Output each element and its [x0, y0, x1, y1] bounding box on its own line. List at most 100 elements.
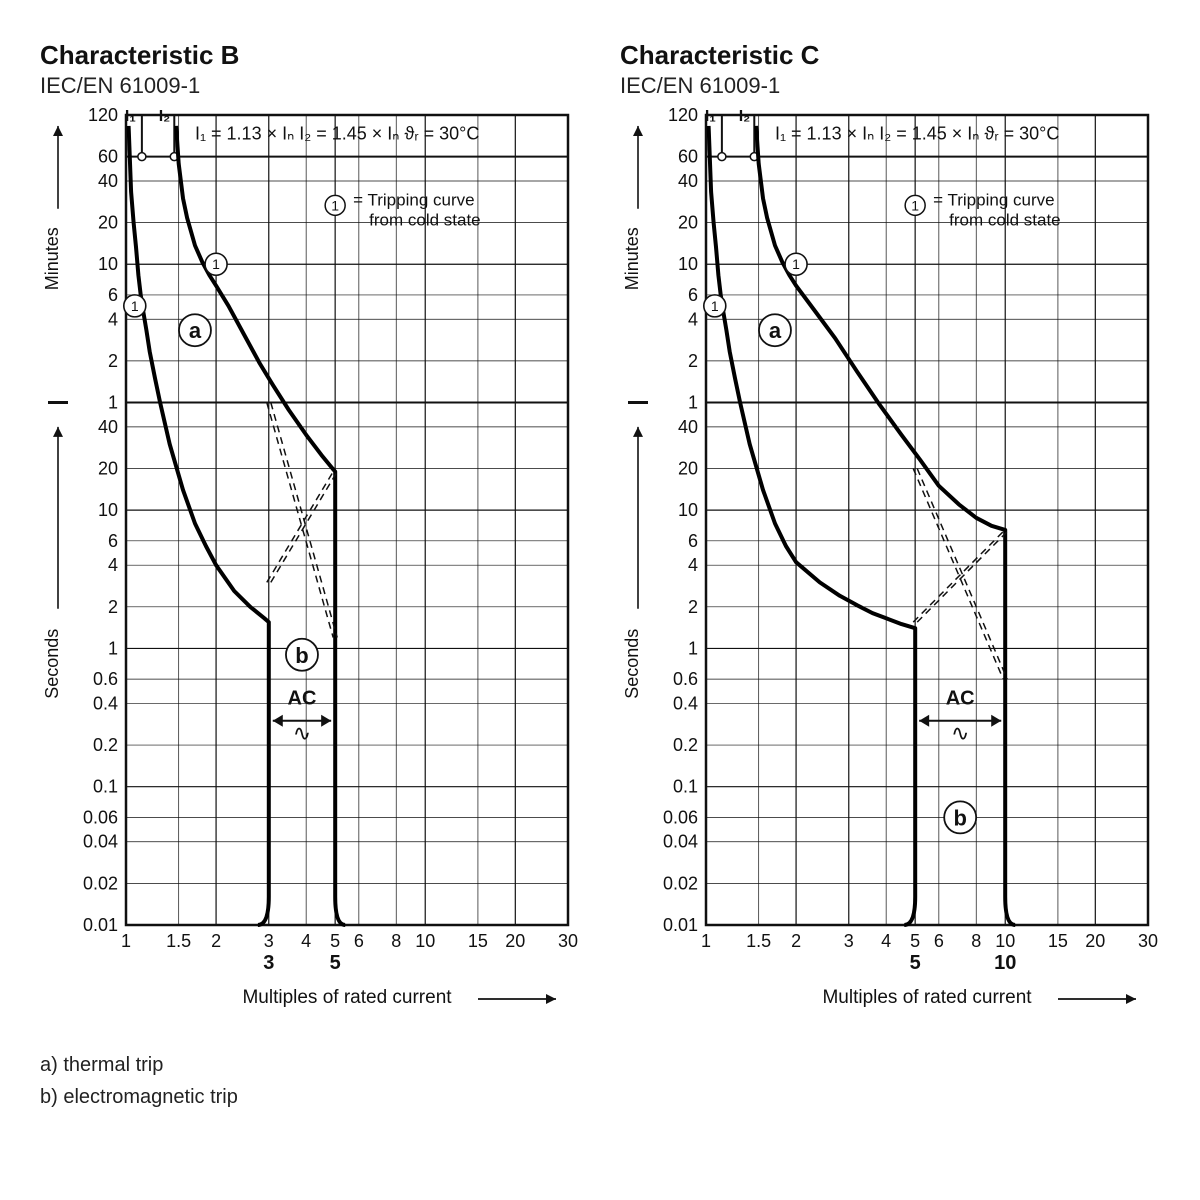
svg-text:8: 8: [391, 931, 401, 951]
svg-text:= Tripping curve: = Tripping curve: [353, 191, 474, 210]
chart-c-block: Characteristic C IEC/EN 61009-1 1 1.5 2 3 4 5…: [620, 40, 1160, 1025]
svg-text:1: 1: [131, 298, 139, 314]
svg-text:∿: ∿: [951, 721, 969, 746]
svg-text:10: 10: [98, 500, 118, 520]
svg-text:4: 4: [301, 931, 311, 951]
svg-text:2: 2: [108, 597, 118, 617]
svg-text:∿: ∿: [293, 721, 311, 746]
svg-text:0.1: 0.1: [93, 777, 118, 797]
svg-text:3: 3: [264, 931, 274, 951]
svg-text:1: 1: [792, 256, 800, 272]
svg-text:0.06: 0.06: [83, 808, 118, 828]
svg-text:120: 120: [668, 105, 698, 125]
svg-text:I₁: I₁: [705, 108, 716, 125]
legend-b: b) electromagnetic trip: [40, 1081, 1160, 1113]
svg-text:1: 1: [212, 256, 220, 272]
svg-text:Minutes: Minutes: [622, 227, 642, 290]
svg-text:Minutes: Minutes: [42, 227, 62, 290]
svg-text:4: 4: [108, 309, 118, 329]
svg-text:from cold state: from cold state: [949, 211, 1061, 230]
svg-text:0.01: 0.01: [83, 915, 118, 935]
svg-text:30: 30: [558, 931, 578, 951]
svg-text:40: 40: [678, 417, 698, 437]
chart-b-subtitle: IEC/EN 61009-1: [40, 73, 580, 99]
svg-text:40: 40: [678, 171, 698, 191]
svg-text:2: 2: [211, 931, 221, 951]
svg-text:0.6: 0.6: [93, 669, 118, 689]
svg-text:15: 15: [1048, 931, 1068, 951]
svg-text:AC: AC: [946, 688, 975, 710]
svg-text:2: 2: [688, 597, 698, 617]
svg-text:5: 5: [910, 931, 920, 951]
svg-text:I₂: I₂: [159, 108, 171, 125]
svg-text:10: 10: [994, 952, 1016, 974]
svg-text:0.4: 0.4: [673, 694, 698, 714]
svg-text:20: 20: [678, 213, 698, 233]
svg-text:1: 1: [711, 298, 719, 314]
svg-text:3: 3: [844, 931, 854, 951]
svg-text:0.04: 0.04: [83, 832, 118, 852]
svg-text:1: 1: [688, 639, 698, 659]
svg-text:1: 1: [688, 393, 698, 413]
svg-text:0.06: 0.06: [663, 808, 698, 828]
svg-text:I₂: I₂: [739, 108, 751, 125]
svg-text:0.4: 0.4: [93, 694, 118, 714]
svg-text:40: 40: [98, 171, 118, 191]
svg-text:4: 4: [688, 555, 698, 575]
svg-text:b: b: [295, 643, 308, 668]
legend-a: a) thermal trip: [40, 1049, 1160, 1081]
svg-text:6: 6: [108, 531, 118, 551]
svg-text:a: a: [189, 318, 202, 343]
chart-c-title: Characteristic C: [620, 40, 1160, 71]
svg-text:10: 10: [678, 500, 698, 520]
svg-text:2: 2: [688, 351, 698, 371]
svg-text:4: 4: [108, 555, 118, 575]
svg-text:0.2: 0.2: [673, 735, 698, 755]
chart-b-svg: 11.523456810152030350.010.020.040.060.10…: [40, 105, 580, 1025]
svg-text:2: 2: [791, 931, 801, 951]
svg-text:6: 6: [934, 931, 944, 951]
svg-text:10: 10: [995, 931, 1015, 951]
page: Characteristic B IEC/EN 61009-1 1 1.5 2 3 4 5…: [0, 0, 1200, 1200]
svg-text:8: 8: [971, 931, 981, 951]
svg-text:20: 20: [98, 459, 118, 479]
svg-text:a: a: [769, 318, 782, 343]
svg-text:10: 10: [98, 254, 118, 274]
svg-text:1: 1: [911, 198, 919, 214]
svg-text:0.6: 0.6: [673, 669, 698, 689]
svg-text:b: b: [953, 806, 966, 831]
svg-text:0.1: 0.1: [673, 777, 698, 797]
svg-text:0.02: 0.02: [663, 874, 698, 894]
svg-text:2: 2: [108, 351, 118, 371]
svg-text:Seconds: Seconds: [42, 629, 62, 699]
svg-text:20: 20: [505, 931, 525, 951]
svg-text:Multiples of rated current: Multiples of rated current: [242, 987, 452, 1008]
svg-text:1.5: 1.5: [746, 931, 771, 951]
chart-b-title: Characteristic B: [40, 40, 580, 71]
svg-text:I₁: I₁: [125, 108, 136, 125]
svg-text:120: 120: [88, 105, 118, 125]
svg-text:Seconds: Seconds: [622, 629, 642, 699]
svg-text:60: 60: [98, 147, 118, 167]
svg-text:20: 20: [98, 213, 118, 233]
svg-text:6: 6: [354, 931, 364, 951]
svg-text:0.04: 0.04: [663, 832, 698, 852]
chart-c-svg: 11.5234568101520305100.010.020.040.060.1…: [620, 105, 1160, 1025]
svg-text:0.01: 0.01: [663, 915, 698, 935]
svg-text:AC: AC: [288, 688, 317, 710]
svg-text:60: 60: [678, 147, 698, 167]
svg-text:I₁ = 1.13 × Iₙ I₂ = 1.45 ×: I₁ = 1.13 × Iₙ I₂ = 1.45 × Iₙ ϑᵣ = 30°C: [775, 124, 1059, 144]
svg-text:1: 1: [108, 639, 118, 659]
svg-text:1: 1: [108, 393, 118, 413]
svg-text:6: 6: [688, 285, 698, 305]
svg-text:15: 15: [468, 931, 488, 951]
chart-c-subtitle: IEC/EN 61009-1: [620, 73, 1160, 99]
svg-text:30: 30: [1138, 931, 1158, 951]
svg-text:10: 10: [678, 254, 698, 274]
svg-text:1: 1: [701, 931, 711, 951]
legend: a) thermal trip b) electromagnetic trip: [40, 1049, 1160, 1113]
svg-text:4: 4: [688, 309, 698, 329]
svg-text:10: 10: [415, 931, 435, 951]
svg-text:5: 5: [910, 952, 921, 974]
svg-text:6: 6: [108, 285, 118, 305]
